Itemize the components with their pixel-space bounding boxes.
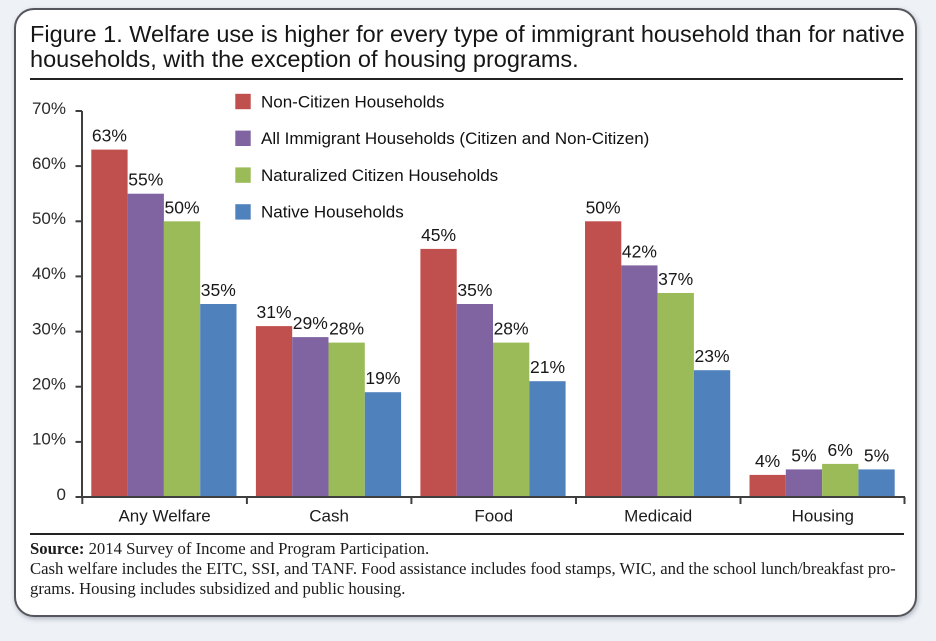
svg-text:Medicaid: Medicaid [624, 507, 692, 526]
svg-text:50%: 50% [32, 209, 66, 228]
svg-text:Any Welfare: Any Welfare [118, 507, 210, 526]
svg-text:63%: 63% [92, 126, 127, 146]
svg-text:28%: 28% [329, 319, 364, 339]
svg-text:30%: 30% [32, 319, 66, 338]
svg-text:Naturalized Citizen Households: Naturalized Citizen Households [261, 166, 498, 185]
svg-text:All Immigrant Households (Citi: All Immigrant Households (Citizen and No… [261, 129, 649, 148]
svg-text:29%: 29% [293, 313, 328, 333]
svg-text:40%: 40% [32, 264, 66, 283]
svg-text:Housing: Housing [792, 507, 854, 526]
svg-text:37%: 37% [658, 269, 693, 289]
svg-text:70%: 70% [32, 99, 66, 118]
svg-text:31%: 31% [256, 302, 291, 322]
svg-text:55%: 55% [128, 170, 163, 190]
svg-text:45%: 45% [421, 225, 456, 245]
svg-text:35%: 35% [201, 280, 236, 300]
svg-text:21%: 21% [530, 357, 565, 377]
svg-text:Food: Food [474, 507, 513, 526]
svg-text:42%: 42% [622, 241, 657, 261]
svg-text:0: 0 [57, 485, 66, 504]
svg-text:50%: 50% [586, 197, 621, 217]
svg-text:50%: 50% [164, 197, 199, 217]
svg-text:10%: 10% [32, 430, 66, 449]
svg-text:4%: 4% [755, 451, 780, 471]
svg-text:Native Households: Native Households [261, 203, 404, 222]
svg-text:5%: 5% [791, 445, 816, 465]
svg-text:5%: 5% [864, 445, 889, 465]
svg-text:6%: 6% [828, 440, 853, 460]
svg-text:Cash: Cash [309, 507, 349, 526]
svg-text:28%: 28% [494, 319, 529, 339]
svg-text:60%: 60% [32, 154, 66, 173]
svg-text:35%: 35% [457, 280, 492, 300]
svg-text:20%: 20% [32, 375, 66, 394]
svg-text:Non-Citizen Households: Non-Citizen Households [261, 92, 444, 111]
svg-text:23%: 23% [694, 346, 729, 366]
svg-text:19%: 19% [365, 368, 400, 388]
